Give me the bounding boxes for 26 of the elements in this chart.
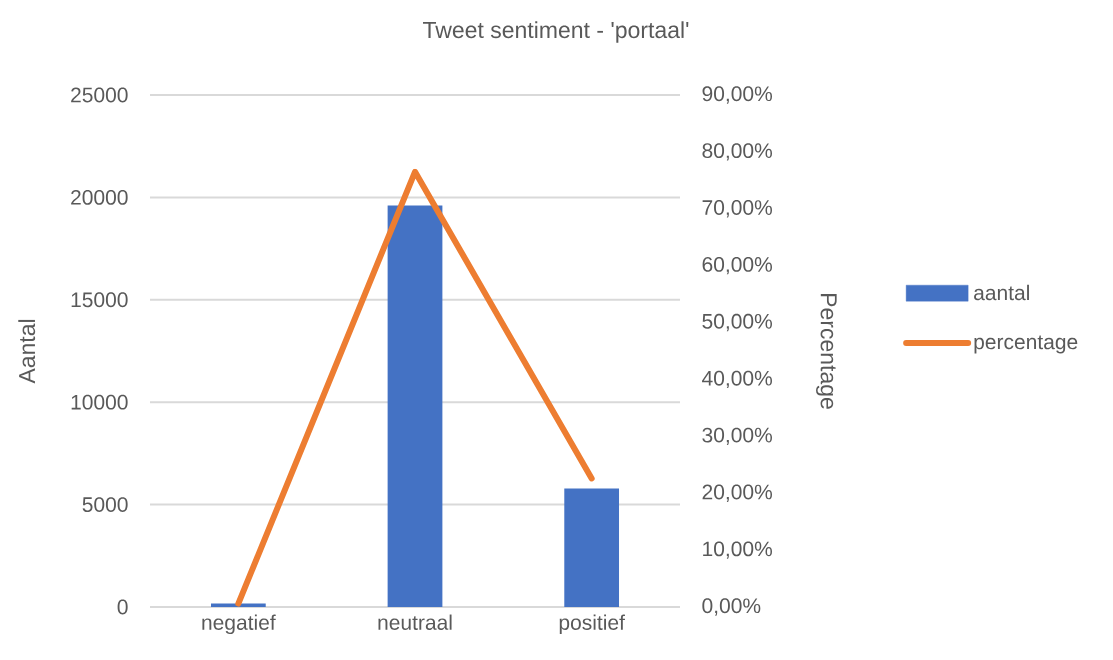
x-tick-label: negatief xyxy=(202,614,276,635)
y2-axis-title: Percentage xyxy=(816,294,837,409)
y2-tick-label: 70,00% xyxy=(702,200,773,218)
y2-tick-label: 60,00% xyxy=(702,256,773,275)
y-tick-label: 5000 xyxy=(82,497,128,513)
y2-tick-label: 30,00% xyxy=(702,427,773,445)
y-tick-label: 20000 xyxy=(71,189,128,205)
y2-tick-label: 40,00% xyxy=(702,370,773,389)
y2-tick-label: 50,00% xyxy=(702,313,773,332)
y-tick-label: 10000 xyxy=(71,394,128,410)
chart-title: Tweet sentiment - 'portaal' xyxy=(423,21,689,43)
y2-tick-label: 20,00% xyxy=(702,484,773,502)
bar xyxy=(387,205,443,607)
bar xyxy=(564,488,620,607)
y-tick-label: 0 xyxy=(117,599,128,615)
y2-tick-label: 80,00% xyxy=(702,143,773,161)
y-tick-label: 25000 xyxy=(71,87,128,103)
y2-tick-label: 90,00% xyxy=(702,86,773,104)
y-axis-title: Aantal xyxy=(18,319,36,384)
y2-tick-label: 0,00% xyxy=(702,598,761,616)
legend-label: aantal xyxy=(974,284,1029,301)
x-tick-label: neutraal xyxy=(378,614,452,630)
legend-label: percentage xyxy=(974,335,1078,354)
x-tick-label: positief xyxy=(559,614,625,635)
y2-tick-label: 10,00% xyxy=(703,541,773,559)
y-tick-label: 15000 xyxy=(71,292,128,308)
